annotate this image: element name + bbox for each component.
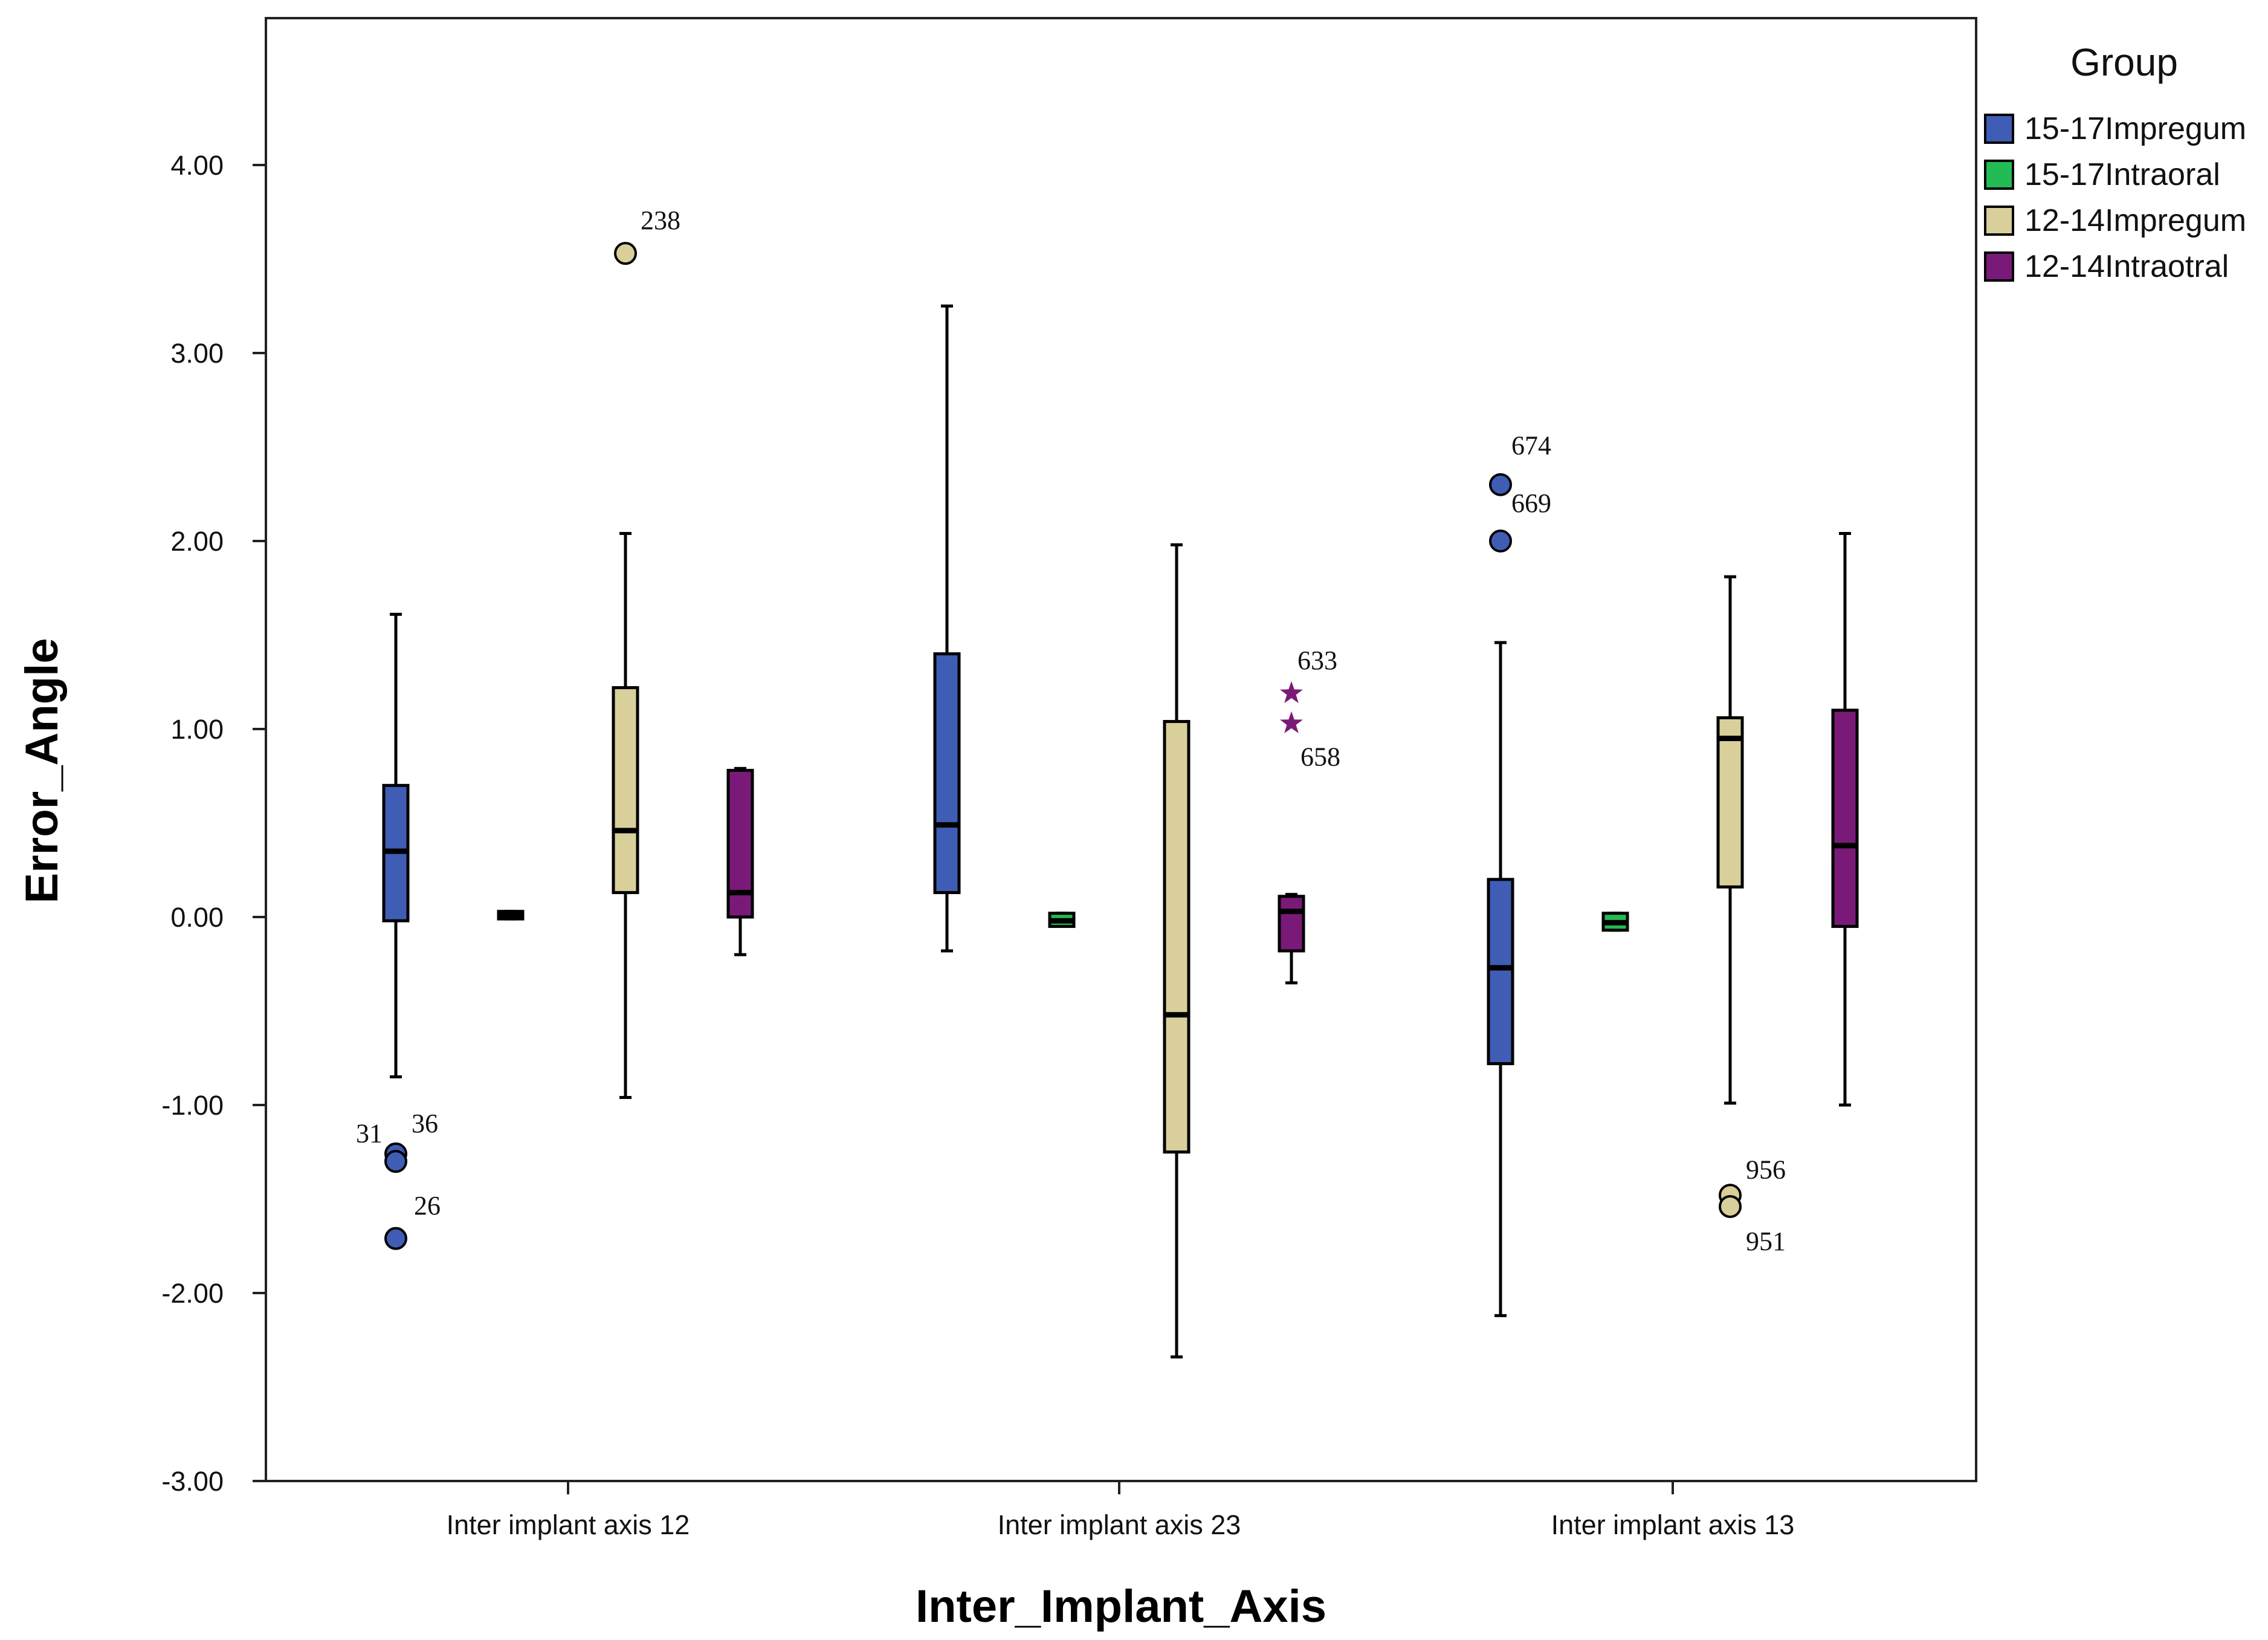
box-groups bbox=[382, 304, 1859, 1359]
x-axis-title: Inter_Implant_Axis bbox=[916, 1581, 1326, 1632]
outlier-label: 633 bbox=[1297, 646, 1337, 675]
x-tick-label: Inter implant axis 12 bbox=[447, 1509, 690, 1540]
x-axis: Inter implant axis 12 Inter implant axis … bbox=[447, 1481, 1795, 1540]
box-iqr bbox=[1163, 720, 1191, 1154]
x-tick-label: Inter implant axis 23 bbox=[998, 1509, 1241, 1540]
outlier-point bbox=[1719, 1194, 1742, 1218]
outlier-label: 669 bbox=[1511, 488, 1551, 518]
box-15-17Intraoral-0 bbox=[497, 910, 525, 921]
outlier-label: 674 bbox=[1511, 431, 1551, 461]
box-iqr bbox=[1278, 895, 1305, 953]
outlier-label: 31 bbox=[356, 1118, 383, 1148]
outlier-markers: 36 31 26 674 669 238 956 951 633 658 bbox=[356, 206, 1786, 1256]
box-iqr bbox=[612, 686, 639, 895]
box-15-17Intraoral-1 bbox=[1048, 912, 1076, 929]
outlier-point bbox=[384, 1150, 407, 1173]
legend-title: Group bbox=[2070, 41, 2178, 84]
legend: Group 15-17Impregum 15-17Intraoral 12-14Im… bbox=[1984, 41, 2246, 284]
plot-frame bbox=[265, 17, 1977, 1482]
outlier-label: 956 bbox=[1746, 1155, 1786, 1184]
box-iqr bbox=[933, 652, 961, 895]
outlier-point bbox=[384, 1227, 407, 1250]
outlier-point bbox=[1489, 530, 1512, 553]
y-tick-label: 4.00 bbox=[170, 150, 224, 181]
y-tick-label: 1.00 bbox=[170, 714, 224, 745]
box-iqr bbox=[1487, 878, 1514, 1066]
box-12-14Intraotral-0 bbox=[726, 767, 754, 956]
box-12-14Impregum-1 bbox=[1163, 543, 1191, 1359]
outlier-point bbox=[614, 242, 637, 265]
outlier-label: 36 bbox=[412, 1109, 438, 1138]
y-tick-label: -3.00 bbox=[161, 1466, 224, 1497]
outlier-point bbox=[1489, 473, 1512, 496]
y-axis-title: Error_Angle bbox=[16, 638, 68, 903]
outlier-label: 951 bbox=[1746, 1227, 1786, 1256]
box-15-17Impregum-2 bbox=[1487, 641, 1514, 1317]
x-tick-label: Inter implant axis 13 bbox=[1551, 1509, 1795, 1540]
box-15-17Impregum-0 bbox=[382, 612, 410, 1078]
outlier-label: 26 bbox=[414, 1191, 441, 1220]
box-iqr bbox=[1716, 716, 1744, 889]
box-15-17Impregum-1 bbox=[933, 304, 961, 953]
box-12-14Impregum-0 bbox=[612, 532, 639, 1100]
legend-label: 15-17Intraoral bbox=[2024, 157, 2220, 192]
box-15-17Intraoral-2 bbox=[1601, 912, 1629, 932]
y-tick-label: 2.00 bbox=[170, 526, 224, 557]
box-12-14Impregum-2 bbox=[1716, 575, 1744, 1105]
legend-label: 12-14Intraotral bbox=[2024, 249, 2229, 284]
outlier-label: 238 bbox=[641, 206, 680, 235]
legend-swatch bbox=[1984, 206, 2014, 236]
box-12-14Intraotral-1 bbox=[1278, 893, 1305, 985]
y-tick-label: -2.00 bbox=[161, 1278, 224, 1309]
legend-label: 12-14Impregum bbox=[2024, 203, 2246, 238]
y-tick-label: -1.00 bbox=[161, 1090, 224, 1121]
outlier-star bbox=[1280, 681, 1303, 704]
y-axis: -3.00 -2.00 -1.00 0.00 1.00 2.00 3.00 4.00 bbox=[161, 150, 266, 1497]
legend-swatch bbox=[1984, 160, 2014, 190]
legend-swatch bbox=[1984, 251, 2014, 282]
outlier-label: 658 bbox=[1300, 742, 1340, 772]
outlier-star bbox=[1280, 711, 1303, 733]
legend-swatch bbox=[1984, 114, 2014, 144]
box-12-14Intraotral-2 bbox=[1831, 532, 1859, 1107]
legend-label: 15-17Impregum bbox=[2024, 111, 2246, 146]
plot-border bbox=[265, 17, 1977, 1482]
y-tick-label: 0.00 bbox=[170, 902, 224, 933]
box-iqr bbox=[1831, 708, 1859, 929]
y-tick-label: 3.00 bbox=[170, 338, 224, 369]
